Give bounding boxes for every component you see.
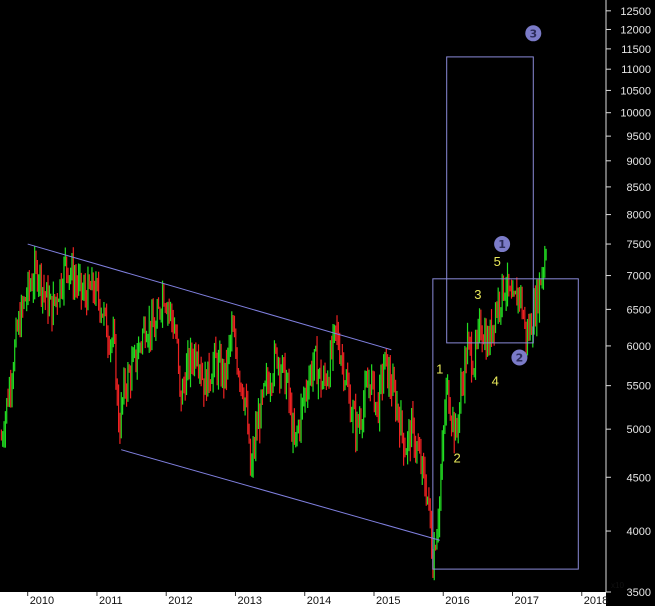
circled-wave-label: 3: [529, 27, 537, 40]
y-tick-label: 6000: [627, 341, 651, 353]
y-tick-label: 11500: [621, 44, 651, 56]
y-tick-label: 10500: [620, 85, 651, 97]
x-axis: 2010 2011 2012 2013 2014 2015 2016 2017 2018: [27, 592, 608, 606]
wave-label: 1: [436, 361, 443, 376]
circled-wave-marker: [525, 25, 542, 42]
channel-line: [27, 243, 392, 351]
y-tick-label: 12500: [620, 6, 651, 18]
x-axis-strip: [0, 592, 606, 606]
overlays-group: [27, 56, 579, 570]
wave-label: 3: [474, 287, 481, 302]
channel-line: [121, 449, 440, 541]
wave-label: 4: [492, 374, 499, 389]
corner-box: [606, 578, 655, 606]
circled-wave-label: 1: [498, 238, 506, 251]
y-tick-label: 12000: [620, 24, 651, 36]
y-axis-strip: [606, 0, 655, 606]
y-tick-label: 5000: [627, 424, 651, 436]
y-tick-label: 3500: [627, 587, 651, 599]
circled-wave-marker: [511, 349, 528, 366]
y-tick-label: 9000: [627, 156, 651, 168]
y-tick-label: 5500: [627, 381, 651, 393]
x-tick-label: 2015: [376, 595, 400, 606]
y-tick-label: 6500: [627, 304, 651, 316]
y-tick-label: 9500: [627, 131, 651, 143]
y-tick-label: 7000: [627, 271, 651, 283]
candles-group: [0, 245, 547, 581]
y-tick-label: 8000: [627, 210, 651, 222]
projection-box: [432, 278, 579, 570]
annotation-labels: 1 2 3 4 5 1 2 3: [436, 25, 542, 465]
x-tick-label: 2010: [30, 595, 54, 606]
y-tick-label: 7500: [627, 239, 651, 251]
circled-wave-marker: [494, 236, 511, 253]
y-tick-label: 8500: [627, 182, 651, 194]
y-tick-label: 4000: [627, 526, 651, 538]
x-tick-label: 2012: [168, 595, 192, 606]
wave-label: 5: [494, 254, 501, 269]
x-tick-label: 2017: [515, 595, 539, 606]
projection-box: [446, 56, 534, 344]
y-tick-label: 10000: [620, 108, 651, 120]
wave-label: 2: [453, 450, 460, 465]
axis-corner-label: x10: [611, 581, 624, 590]
x-tick-label: 2016: [445, 595, 469, 606]
x-tick-label: 2011: [99, 595, 123, 606]
x-tick-label: 2018: [584, 595, 608, 606]
y-tick-label: 4500: [627, 472, 651, 484]
y-tick-label: 11000: [621, 64, 651, 76]
x-tick-label: 2013: [237, 595, 261, 606]
x-tick-label: 2014: [307, 595, 331, 606]
y-axis: 3500 4000 4500 5000 5500 6000 6500 7000 7500 8000…: [605, 0, 651, 599]
circled-wave-label: 2: [516, 351, 524, 364]
